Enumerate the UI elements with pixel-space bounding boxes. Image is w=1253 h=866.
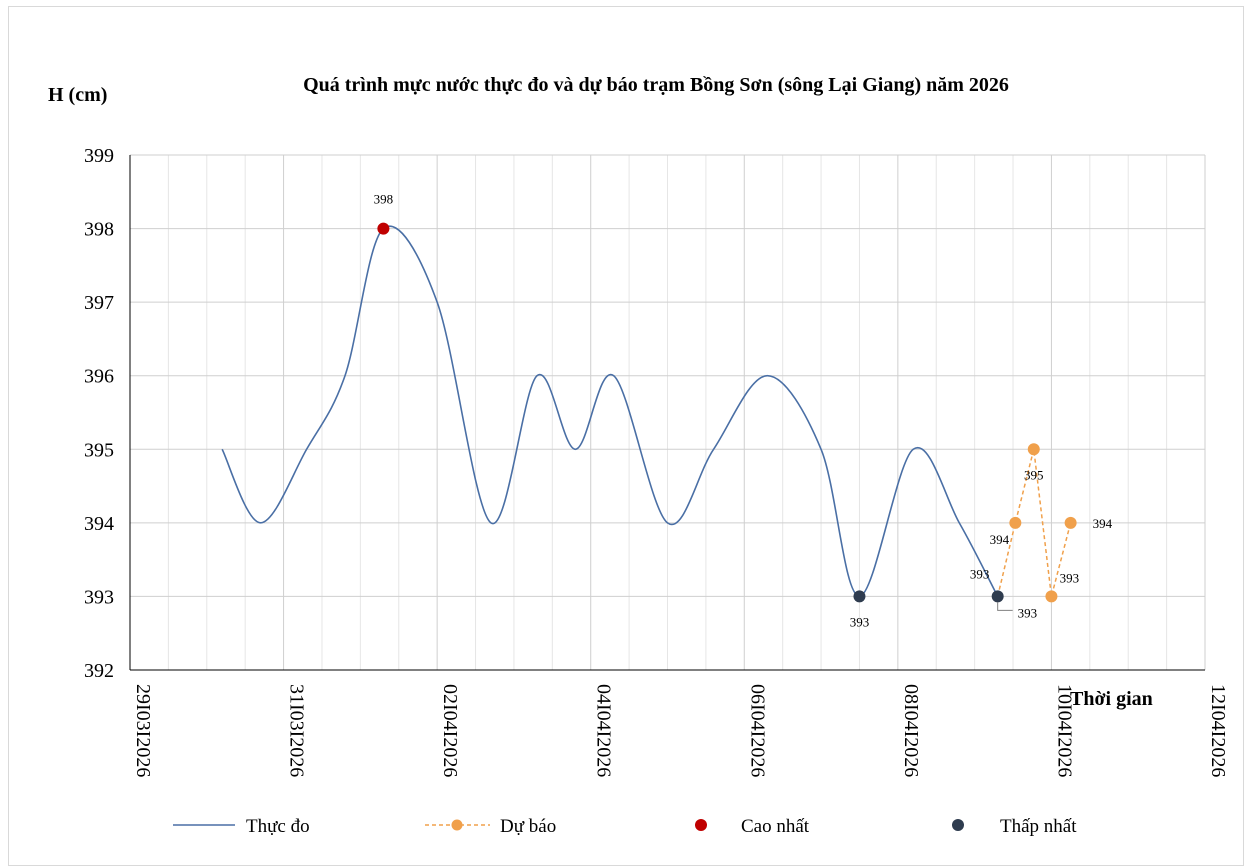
min-point [991,590,1004,603]
y-tick-label: 394 [84,513,114,535]
chart-title: Quá trình mực nước thực đo và dự báo trạ… [303,74,1009,96]
forecast-point [1027,443,1040,456]
x-tick-label: 31I03I2026 [286,684,308,777]
x-tick-label: 08I04I2026 [900,684,922,777]
legend-swatch-du-bao-marker [451,819,463,831]
x-tick-label: 29I03I2026 [132,684,154,777]
legend-label-cao-nhat: Cao nhất [741,816,810,837]
x-tick-label: 10I04I2026 [1053,684,1075,777]
max-point [377,222,390,235]
data-label: 395 [1024,467,1044,482]
x-tick-label: 04I04I2026 [593,684,615,777]
legend-label-thuc-do: Thực đo [246,816,310,837]
data-label: 393 [850,614,870,629]
y-tick-label: 396 [84,366,114,388]
chart-canvas: H (cm) Quá trình mực nước thực đo và dự … [48,74,1229,837]
y-tick-label: 398 [84,219,114,241]
label-leader-line [997,602,1013,611]
series-line-thuc-do [221,225,999,598]
forecast-point [1009,516,1022,529]
legend-swatch-thap-nhat [952,819,964,831]
x-tick-label: 06I04I2026 [746,684,768,777]
data-label: 394 [990,532,1010,547]
legend-swatch-cao-nhat [695,819,707,831]
grid [129,154,1206,671]
y-ticks: 392 393 394 395 396 397 398 399 [84,145,114,682]
x-tick-label: 02I04I2026 [439,684,461,777]
data-label: 393 [970,566,990,581]
x-tick-label: 12I04I2026 [1207,684,1229,777]
series-line-du-bao [996,449,1072,597]
data-labels: 398 393 393 393 394 395 393 394 [374,192,1113,630]
series-layer [221,222,1077,603]
y-tick-label: 399 [84,145,114,167]
y-tick-label: 392 [84,660,114,682]
data-label: 394 [1093,516,1113,531]
y-tick-label: 397 [84,292,114,314]
forecast-point [1064,516,1077,529]
y-tick-label: 395 [84,439,114,461]
min-point [853,590,866,603]
x-axis-title: Thời gian [1070,688,1153,710]
legend-label-thap-nhat: Thấp nhất [1000,816,1077,837]
legend-label-du-bao: Dự báo [500,816,556,837]
x-ticks: 29I03I2026 31I03I2026 02I04I2026 04I04I2026… [132,684,1229,777]
legend: Thực đo Dự báo Cao nhất Thấp nhất [173,816,1077,837]
y-axis-title: H (cm) [48,84,107,106]
forecast-point [1045,590,1058,603]
data-label: 393 [1060,570,1080,585]
axes [129,155,1205,671]
data-label: 398 [374,192,394,207]
data-label: 393 [1018,605,1038,620]
y-tick-label: 393 [84,586,114,608]
